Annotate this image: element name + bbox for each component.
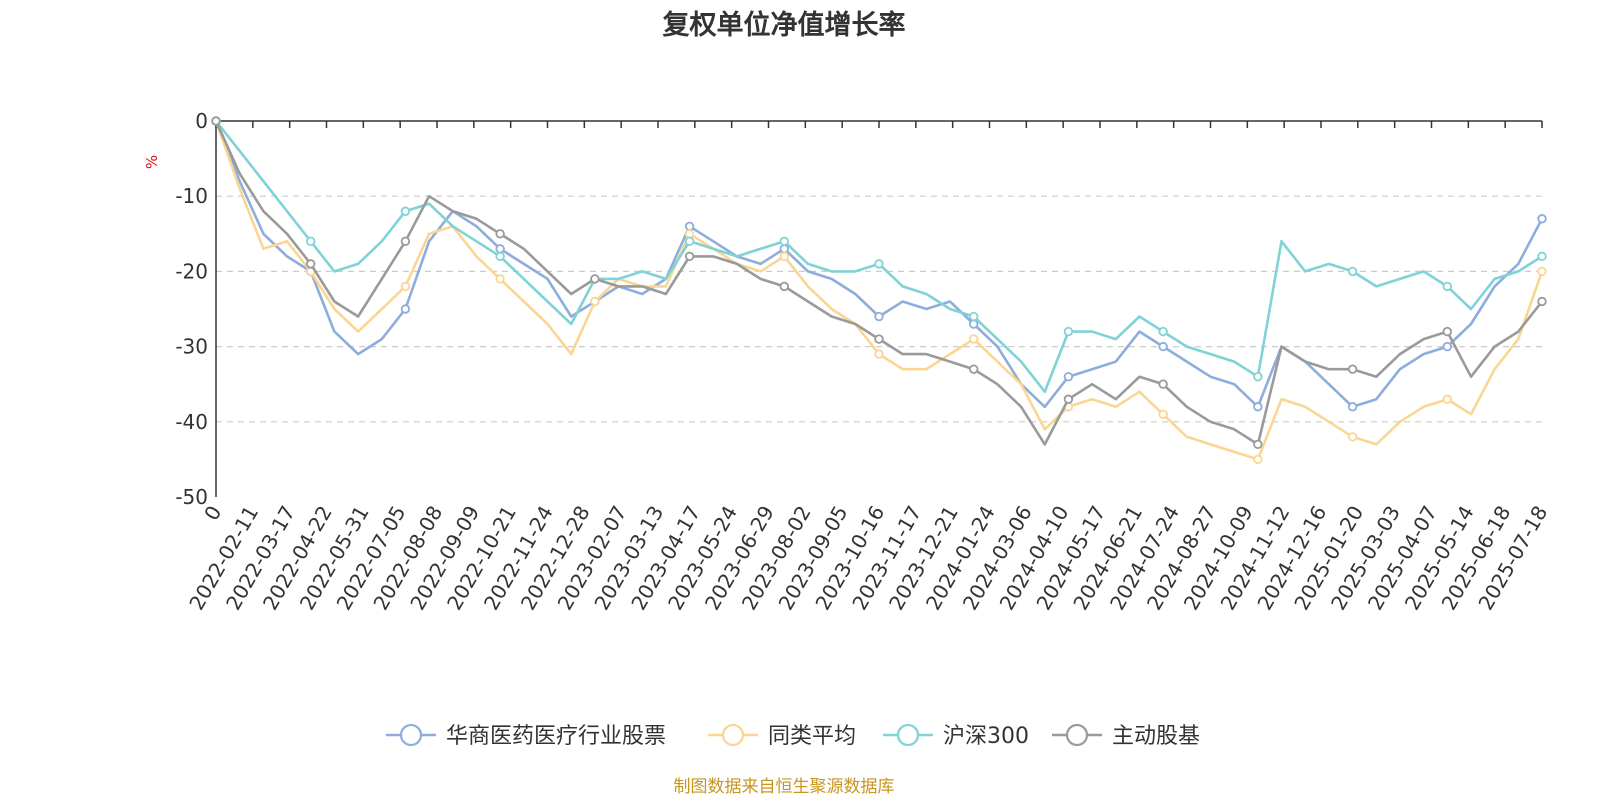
data-point [400,281,411,292]
y-tick-label: -30 [175,335,208,359]
data-point [306,236,316,247]
legend-marker-icon [896,723,920,747]
y-tick-label: -10 [175,184,208,208]
data-point [1158,341,1168,352]
legend[interactable]: 华商医药医疗行业股票 同类平均 沪深300 主动股基 [386,723,1200,749]
data-point [1158,409,1168,419]
data-point [969,364,979,374]
data-point [495,274,505,284]
y-tick-label: -20 [175,259,208,283]
data-point [1537,214,1547,224]
data-point [400,304,411,314]
data-point [1253,402,1263,412]
data-point [1158,379,1168,389]
data-point [1347,402,1358,412]
legend-label: 沪深300 [943,724,1029,749]
data-point [1063,326,1074,337]
source-note: 制图数据来自恒生聚源数据库 [674,777,895,797]
data-point [1442,326,1452,337]
data-point [1253,439,1263,450]
legend-marker-icon [721,723,745,747]
gridlines [216,195,1542,423]
data-point [684,251,695,262]
data-point [211,116,221,126]
data-point [1347,364,1358,374]
x-tick-label: 0 [199,502,226,525]
y-axis-unit: % [143,155,161,169]
y-tick-label: -50 [175,485,208,509]
data-point [874,259,884,269]
data-point [1442,394,1452,404]
data-point [969,334,979,344]
data-point [1063,371,1074,382]
data-point [1253,454,1263,465]
data-point [495,244,505,254]
data-point [684,229,695,239]
data-point [306,259,316,269]
data-point [1442,281,1452,292]
data-point [779,251,789,262]
legend-item-2[interactable]: 沪深300 [883,723,1029,749]
legend-item-0[interactable]: 华商医药医疗行业股票 [386,723,666,749]
legend-marker-icon [399,723,423,747]
data-point [590,296,600,307]
data-point [1442,341,1452,352]
data-point [684,221,695,231]
legend-marker-icon [1065,723,1089,747]
y-tick-label: -40 [175,410,208,434]
data-point [684,236,695,247]
legend-label: 主动股基 [1112,724,1200,749]
axes: 0-10-20-30-40-5002022-02-112022-03-17202… [175,109,1552,614]
data-point [874,311,884,322]
data-point [495,229,505,239]
data-point [590,274,600,284]
y-tick-label: 0 [195,109,208,133]
data-point [1347,266,1358,277]
data-point [779,244,789,254]
data-point [495,251,505,262]
legend-label: 同类平均 [768,724,856,749]
legend-item-3[interactable]: 主动股基 [1052,723,1200,749]
data-point [1537,296,1547,307]
data-point [1537,266,1547,277]
data-point [779,281,789,292]
data-point [969,319,979,329]
data-point [874,334,884,344]
data-point [969,311,979,322]
data-point [400,236,411,247]
data-point [1537,251,1547,262]
chart-title: 复权单位净值增长率 [663,9,906,41]
series-lines [211,116,1547,465]
data-point [779,236,789,247]
legend-label: 华商医药医疗行业股票 [446,724,666,749]
legend-item-1[interactable]: 同类平均 [708,723,856,749]
data-point [400,206,411,216]
data-point [1063,394,1074,404]
data-point [1347,432,1358,442]
data-point [1158,326,1168,337]
data-point [1253,371,1263,382]
series-line-1 [214,120,1544,461]
data-point [874,349,884,359]
